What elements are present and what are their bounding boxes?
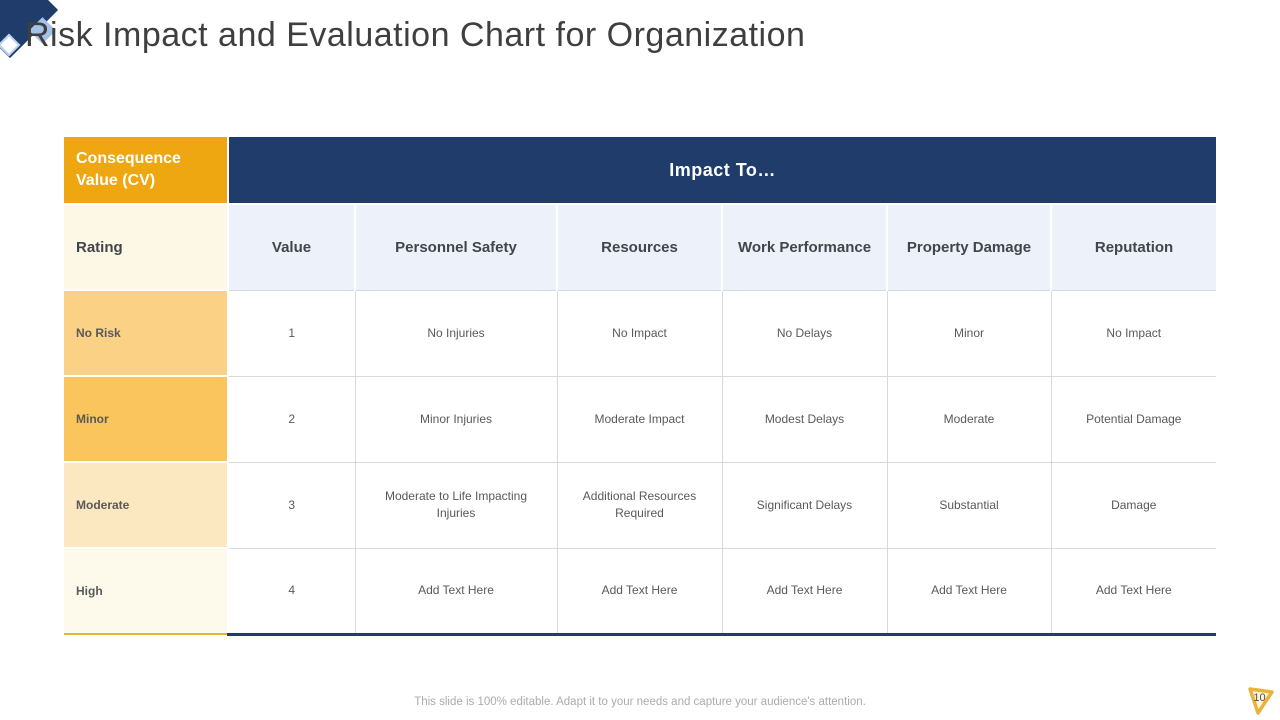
table-header-row-1: Consequence Value (CV) Impact To… xyxy=(64,137,1217,205)
cell-work-performance: Modest Delays xyxy=(721,375,888,463)
table-row: No Risk 1 No Injuries No Impact No Delay… xyxy=(64,289,1217,377)
table-row: Minor 2 Minor Injuries Moderate Impact M… xyxy=(64,375,1217,463)
cell-value: 2 xyxy=(227,375,356,463)
cell-reputation: Potential Damage xyxy=(1050,375,1217,463)
impact-to-header: Impact To… xyxy=(228,137,1217,205)
cell-property-damage: Minor xyxy=(886,289,1052,377)
cell-value: 1 xyxy=(227,289,356,377)
cell-personnel-safety: No Injuries xyxy=(354,289,558,377)
cell-resources: Add Text Here xyxy=(556,547,723,636)
row-label-minor: Minor xyxy=(64,375,229,463)
table-row: Moderate 3 Moderate to Life Impacting In… xyxy=(64,461,1217,549)
risk-impact-table: Consequence Value (CV) Impact To… Rating… xyxy=(64,137,1217,636)
column-header-work-performance: Work Performance xyxy=(721,204,888,291)
cell-value: 3 xyxy=(227,461,356,549)
consequence-value-header: Consequence Value (CV) xyxy=(64,137,229,205)
cell-resources: No Impact xyxy=(556,289,723,377)
cell-value: 4 xyxy=(227,547,356,636)
cell-property-damage: Add Text Here xyxy=(886,547,1052,636)
cell-reputation: Damage xyxy=(1050,461,1217,549)
row-label-moderate: Moderate xyxy=(64,461,229,549)
column-header-personnel-safety: Personnel Safety xyxy=(354,204,558,291)
cell-personnel-safety: Add Text Here xyxy=(354,547,558,636)
column-header-reputation: Reputation xyxy=(1049,204,1217,291)
cell-resources: Moderate Impact xyxy=(556,375,723,463)
row-label-high: High xyxy=(64,547,229,635)
cell-reputation: No Impact xyxy=(1050,289,1217,377)
cell-property-damage: Moderate xyxy=(886,375,1052,463)
column-header-property-damage: Property Damage xyxy=(886,204,1052,291)
cell-work-performance: No Delays xyxy=(721,289,888,377)
cell-work-performance: Add Text Here xyxy=(721,547,888,636)
cell-personnel-safety: Moderate to Life Impacting Injuries xyxy=(354,461,558,549)
page-number-badge: 10 xyxy=(1242,682,1279,719)
page-title: Risk Impact and Evaluation Chart for Org… xyxy=(25,16,806,54)
cell-work-performance: Significant Delays xyxy=(721,461,888,549)
column-header-rating: Rating xyxy=(64,204,229,291)
row-label-no-risk: No Risk xyxy=(64,289,229,377)
table-header-row-2: Rating Value Personnel Safety Resources … xyxy=(64,204,1217,291)
cell-personnel-safety: Minor Injuries xyxy=(354,375,558,463)
cell-property-damage: Substantial xyxy=(886,461,1052,549)
cell-reputation: Add Text Here xyxy=(1050,547,1217,636)
column-header-value: Value xyxy=(227,204,356,291)
badge-triangle-icon xyxy=(1248,687,1274,715)
footer-note: This slide is 100% editable. Adapt it to… xyxy=(414,696,866,708)
cell-resources: Additional Resources Required xyxy=(556,461,723,549)
page-number: 10 xyxy=(1253,692,1265,704)
column-header-resources: Resources xyxy=(556,204,723,291)
table-row: High 4 Add Text Here Add Text Here Add T… xyxy=(64,547,1217,636)
